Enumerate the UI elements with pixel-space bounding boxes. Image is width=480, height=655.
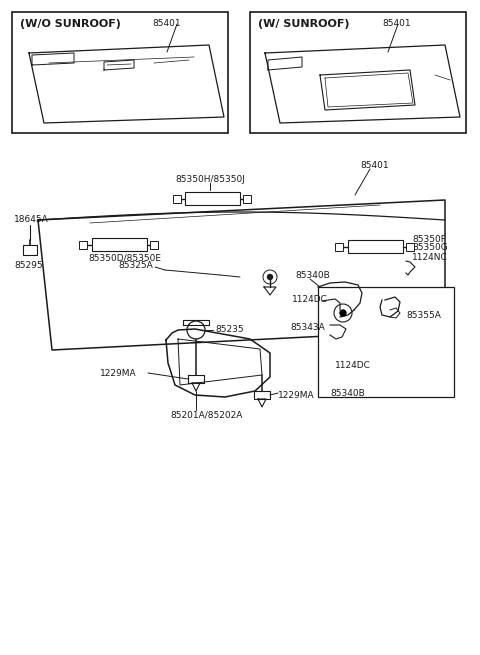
Text: 1229MA: 1229MA xyxy=(278,390,314,400)
Text: 85401: 85401 xyxy=(382,20,410,29)
Text: (W/ SUNROOF): (W/ SUNROOF) xyxy=(258,19,349,29)
Text: 85350H/85350J: 85350H/85350J xyxy=(175,176,245,185)
Bar xyxy=(150,241,158,249)
Text: 85343A: 85343A xyxy=(290,322,325,331)
Text: 85325A: 85325A xyxy=(118,261,153,269)
Text: 85340B: 85340B xyxy=(331,388,365,398)
Bar xyxy=(335,243,343,251)
Bar xyxy=(173,195,181,203)
Text: 18645A: 18645A xyxy=(14,215,49,225)
Bar xyxy=(348,240,403,253)
Bar xyxy=(12,12,228,133)
Text: 85340B: 85340B xyxy=(295,271,330,280)
Text: (W/O SUNROOF): (W/O SUNROOF) xyxy=(20,19,121,29)
Text: 1124DC: 1124DC xyxy=(335,360,371,369)
Circle shape xyxy=(340,310,346,316)
Text: 85350G: 85350G xyxy=(412,244,448,252)
Bar xyxy=(406,243,414,251)
Text: 85401: 85401 xyxy=(360,160,389,170)
Text: 85350F: 85350F xyxy=(412,234,446,244)
Bar xyxy=(92,238,147,251)
Circle shape xyxy=(267,274,273,280)
Text: 85295: 85295 xyxy=(14,261,43,269)
Text: 85355A: 85355A xyxy=(406,310,441,320)
Bar xyxy=(79,241,87,249)
Text: 1124DC: 1124DC xyxy=(292,295,328,305)
Text: 85201A/85202A: 85201A/85202A xyxy=(170,411,242,419)
Bar xyxy=(318,287,454,397)
Bar xyxy=(185,192,240,205)
Text: 1229MA: 1229MA xyxy=(100,369,137,377)
Bar xyxy=(250,12,466,133)
Text: 85350D/85350E: 85350D/85350E xyxy=(88,253,161,263)
Text: 85235: 85235 xyxy=(215,326,244,335)
Text: 85401: 85401 xyxy=(152,20,180,29)
Bar xyxy=(243,195,251,203)
Bar xyxy=(23,245,37,255)
Text: 1124NC: 1124NC xyxy=(412,253,448,263)
